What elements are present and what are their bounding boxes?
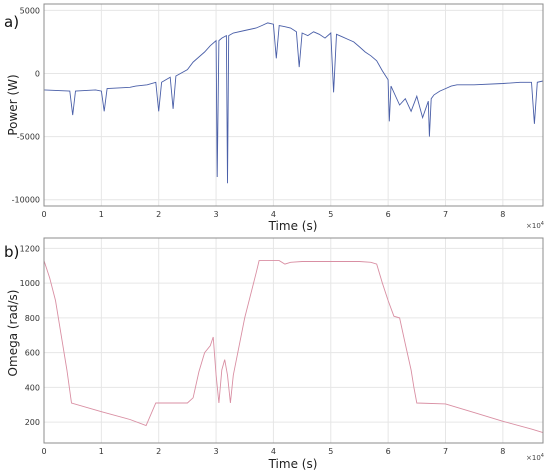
panel-b-frame: [43, 237, 544, 444]
panel-a-x-exponent-power: 4: [541, 221, 544, 227]
panel-a-xtick-label: 8: [500, 210, 505, 219]
panel-b-xtick-label: 0: [41, 447, 46, 456]
panel-b-ytick-label: 800: [25, 314, 40, 323]
panel-b-xticks: 0 1 2 3 4 5 6 7 8: [41, 447, 505, 456]
panel-b-label: b): [4, 243, 19, 261]
panel-a-x-label: Time (s): [268, 219, 318, 233]
panel-b-ytick-label: 400: [25, 383, 40, 392]
panel-a-xticks: 0 1 2 3 4 5 6 7 8: [41, 210, 505, 219]
panel-a-y-label: Power (W): [6, 74, 20, 135]
panel-b-xtick-label: 8: [500, 447, 505, 456]
panel-b-y-label: Omega (rad/s): [6, 290, 20, 377]
panel-a-xtick-label: 0: [41, 210, 46, 219]
panel-a-xtick-label: 2: [156, 210, 161, 219]
panel-a-xtick-label: 4: [271, 210, 276, 219]
panel-b-xtick-label: 1: [99, 447, 104, 456]
panel-b-x-label: Time (s): [268, 457, 318, 471]
panel-a-xtick-label: 7: [443, 210, 448, 219]
panel-a-x-exponent: ×104: [526, 221, 544, 230]
panel-b-xtick-label: 4: [271, 447, 276, 456]
panel-b-ytick-label: 1200: [20, 244, 40, 253]
panel-b-xtick-label: 2: [156, 447, 161, 456]
panel-a-xtick-label: 3: [214, 210, 219, 219]
panel-a-ytick-label: 5000: [20, 6, 40, 15]
panel-b-xtick-label: 7: [443, 447, 448, 456]
panel-b-yticks: 200 400 600 800 1000 1200: [20, 244, 40, 427]
panel-a-ytick-label: -5000: [17, 133, 40, 142]
panel-a-power-line: [43, 22, 544, 184]
panel-b-xtick-label: 5: [328, 447, 333, 456]
panel-b-x-exponent-power: 4: [541, 453, 544, 459]
panel-a-label: a): [4, 13, 19, 31]
panel-b-xtick-label: 3: [214, 447, 219, 456]
panel-a-xtick-label: 1: [99, 210, 104, 219]
panel-a-xtick-label: 6: [386, 210, 391, 219]
panel-b-ytick-label: 600: [25, 349, 40, 358]
panel-b-grid: [43, 238, 543, 443]
panel-b-x-exponent: ×104: [526, 453, 544, 462]
panel-a-xtick-label: 5: [328, 210, 333, 219]
panel-a-yticks: -10000 -5000 0 5000: [12, 6, 40, 204]
panel-a-grid: [43, 4, 543, 206]
panel-b-xtick-label: 6: [386, 447, 391, 456]
panel-b-ytick-label: 1000: [20, 279, 40, 288]
panel-a-frame: [43, 3, 544, 207]
panel-a-ytick-label: -10000: [12, 196, 40, 205]
panel-b-ytick-label: 200: [25, 418, 40, 427]
panel-a-ytick-label: 0: [35, 69, 40, 78]
panel-a: a) -10000 -5000 0 5000 0 1 2 3 4 5 6 7 8 Time (s) P…: [4, 3, 544, 233]
panel-b-omega-line: [43, 260, 544, 434]
panel-b: b) 200 400 600 800 1000 1200 0 1 2 3 4 5 6 7 8 Time (…: [4, 237, 544, 471]
